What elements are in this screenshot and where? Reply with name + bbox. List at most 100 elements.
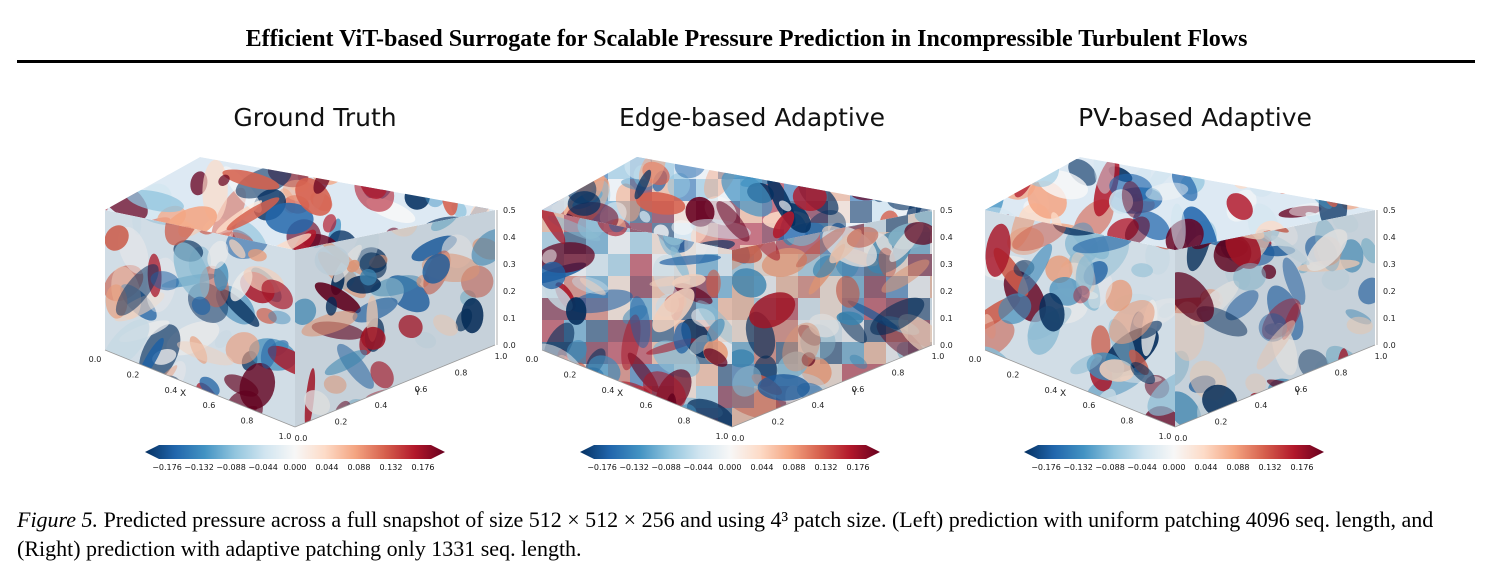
y-tick-label: 0.8 <box>892 368 905 377</box>
x-tick-label: 0.0 <box>969 355 982 364</box>
colorbar-tick-label: −0.132 <box>184 463 214 472</box>
colorbar-gradient <box>580 445 880 459</box>
x-tick-label: 0.6 <box>1083 401 1096 410</box>
z-tick-label: 0.0 <box>503 341 516 350</box>
caption-text: Predicted pressure across a full snapsho… <box>17 507 1434 561</box>
x-tick-label: 0.0 <box>526 355 539 364</box>
colorbar: −0.176 −0.132 −0.088 −0.044 0.000 0.044 0.088 0… <box>580 443 880 481</box>
z-tick-label: 0.5 <box>503 206 516 215</box>
cube-plot: 0.0 0.2 0.4 0.6 0.8 1.0 X 0.0 0.2 0.4 0.6 0.8 1.0 Y 0.… <box>89 157 516 443</box>
colorbar-tick-label: 0.000 <box>283 463 307 472</box>
z-tick-label: 0.3 <box>503 260 516 269</box>
panel-pv-based-adaptive: PV-based Adaptive 0.0 0.2 0.4 0.6 0.8 1.0 X 0.0… <box>969 95 1415 475</box>
caption-label: Figure 5. <box>17 507 99 532</box>
colorbar-tick-label: 0.044 <box>1194 463 1218 472</box>
y-axis-label: Y <box>1294 388 1301 398</box>
y-tick-label: 0.2 <box>1215 418 1228 427</box>
y-tick-label: 0.6 <box>852 385 865 394</box>
y-axis-label: Y <box>851 388 858 398</box>
y-tick-label: 0.4 <box>375 401 388 410</box>
cube-axes: 0.0 0.2 0.4 0.6 0.8 1.0 X 0.0 0.2 0.4 0.6 0.8 1.0 Y 0.… <box>526 206 953 443</box>
z-tick-label: 0.1 <box>1383 314 1396 323</box>
colorbar-tick-label: 0.044 <box>750 463 774 472</box>
cube-face-left <box>542 210 732 427</box>
x-axis-label: X <box>180 389 186 399</box>
colorbar-tick-label: −0.088 <box>651 463 681 472</box>
colorbar-tick-label: 0.000 <box>718 463 742 472</box>
colorbar-tick-label: −0.132 <box>619 463 649 472</box>
z-tick-label: 0.3 <box>1383 260 1396 269</box>
panel-title: Edge-based Adaptive <box>619 103 885 132</box>
z-tick-label: 0.2 <box>1383 287 1396 296</box>
colorbar-tick-label: −0.088 <box>1095 463 1125 472</box>
colorbar-tick-label: −0.176 <box>587 463 617 472</box>
colorbar-tick-label: −0.132 <box>1063 463 1093 472</box>
y-tick-label: 0.8 <box>1335 368 1348 377</box>
z-tick-label: 0.2 <box>503 287 516 296</box>
y-tick-label: 1.0 <box>1375 352 1388 361</box>
colorbar-tick-label: 0.088 <box>1226 463 1250 472</box>
y-tick-label: 0.2 <box>772 418 785 427</box>
z-tick-label: 0.4 <box>940 233 953 242</box>
colorbar-tick-label: 0.132 <box>814 463 838 472</box>
cube-axes: 0.0 0.2 0.4 0.6 0.8 1.0 X 0.0 0.2 0.4 0.6 0.8 1.0 Y 0.… <box>89 206 516 443</box>
colorbar-tick-label: 0.088 <box>782 463 806 472</box>
panel-ground-truth: Ground Truth 0.0 0.2 0.4 0.6 0.8 1.0 X 0.0 0.2 0.… <box>89 95 535 475</box>
y-tick-label: 0.0 <box>295 434 308 443</box>
colorbar-tick-label: 0.132 <box>379 463 403 472</box>
colorbar-tick-label: −0.044 <box>1127 463 1157 472</box>
colorbar-tick-label: 0.044 <box>315 463 339 472</box>
panel-title: Ground Truth <box>233 103 397 132</box>
x-tick-label: 0.2 <box>564 370 577 379</box>
colorbar-tick-label: −0.044 <box>683 463 713 472</box>
x-tick-label: 0.2 <box>1007 370 1020 379</box>
x-tick-label: 0.4 <box>1045 386 1058 395</box>
y-tick-label: 0.4 <box>812 401 825 410</box>
z-tick-label: 0.1 <box>503 314 516 323</box>
x-axis-label: X <box>617 389 623 399</box>
header-rule <box>17 60 1475 63</box>
x-tick-label: 0.8 <box>678 417 691 426</box>
x-tick-label: 0.6 <box>203 401 216 410</box>
x-tick-label: 0.6 <box>640 401 653 410</box>
z-tick-label: 0.1 <box>940 314 953 323</box>
colorbar-gradient <box>145 445 445 459</box>
colorbar-tick-label: −0.176 <box>1031 463 1061 472</box>
cube-plot: 0.0 0.2 0.4 0.6 0.8 1.0 X 0.0 0.2 0.4 0.6 0.8 1.0 Y 0.… <box>969 157 1396 443</box>
x-tick-label: 1.0 <box>279 432 292 441</box>
colorbar-tick-label: 0.132 <box>1258 463 1282 472</box>
colorbar-tick-label: −0.044 <box>248 463 278 472</box>
figure-caption: Figure 5. Predicted pressure across a fu… <box>17 505 1477 563</box>
paper-running-header: Efficient ViT-based Surrogate for Scalab… <box>245 26 1248 52</box>
y-axis-label: Y <box>414 388 421 398</box>
z-tick-label: 0.5 <box>940 206 953 215</box>
y-tick-label: 0.4 <box>1255 401 1268 410</box>
x-tick-label: 0.8 <box>1121 417 1134 426</box>
z-tick-label: 0.0 <box>1383 341 1396 350</box>
cube-plot: 0.0 0.2 0.4 0.6 0.8 1.0 X 0.0 0.2 0.4 0.6 0.8 1.0 Y 0.… <box>526 157 953 443</box>
x-tick-label: 0.8 <box>241 417 254 426</box>
colorbar: −0.176 −0.132 −0.088 −0.044 0.000 0.044 0.088 0… <box>145 443 445 481</box>
x-tick-label: 0.2 <box>127 370 140 379</box>
colorbar-tick-label: −0.088 <box>216 463 246 472</box>
x-tick-label: 0.0 <box>89 355 102 364</box>
x-tick-label: 1.0 <box>1159 432 1172 441</box>
colorbar-tick-label: 0.176 <box>846 463 870 472</box>
y-tick-label: 1.0 <box>932 352 945 361</box>
cube-axes: 0.0 0.2 0.4 0.6 0.8 1.0 X 0.0 0.2 0.4 0.6 0.8 1.0 Y 0.… <box>969 206 1396 443</box>
colorbar-tick-label: 0.176 <box>1290 463 1314 472</box>
z-tick-label: 0.0 <box>940 341 953 350</box>
x-tick-label: 0.4 <box>602 386 615 395</box>
colorbar-tick-label: 0.176 <box>411 463 435 472</box>
y-tick-label: 0.0 <box>732 434 745 443</box>
y-tick-label: 0.0 <box>1175 434 1188 443</box>
z-tick-label: 0.4 <box>503 233 516 242</box>
z-tick-label: 0.5 <box>1383 206 1396 215</box>
x-tick-label: 0.4 <box>165 386 178 395</box>
y-tick-label: 0.2 <box>335 418 348 427</box>
z-tick-label: 0.3 <box>940 260 953 269</box>
y-tick-label: 0.6 <box>1295 385 1308 394</box>
x-tick-label: 1.0 <box>716 432 729 441</box>
panel-edge-based-adaptive: Edge-based Adaptive 0.0 0.2 0.4 0.6 0.8 1.0 X 0… <box>526 95 972 475</box>
colorbar: −0.176 −0.132 −0.088 −0.044 0.000 0.044 0.088 0… <box>1024 443 1324 481</box>
